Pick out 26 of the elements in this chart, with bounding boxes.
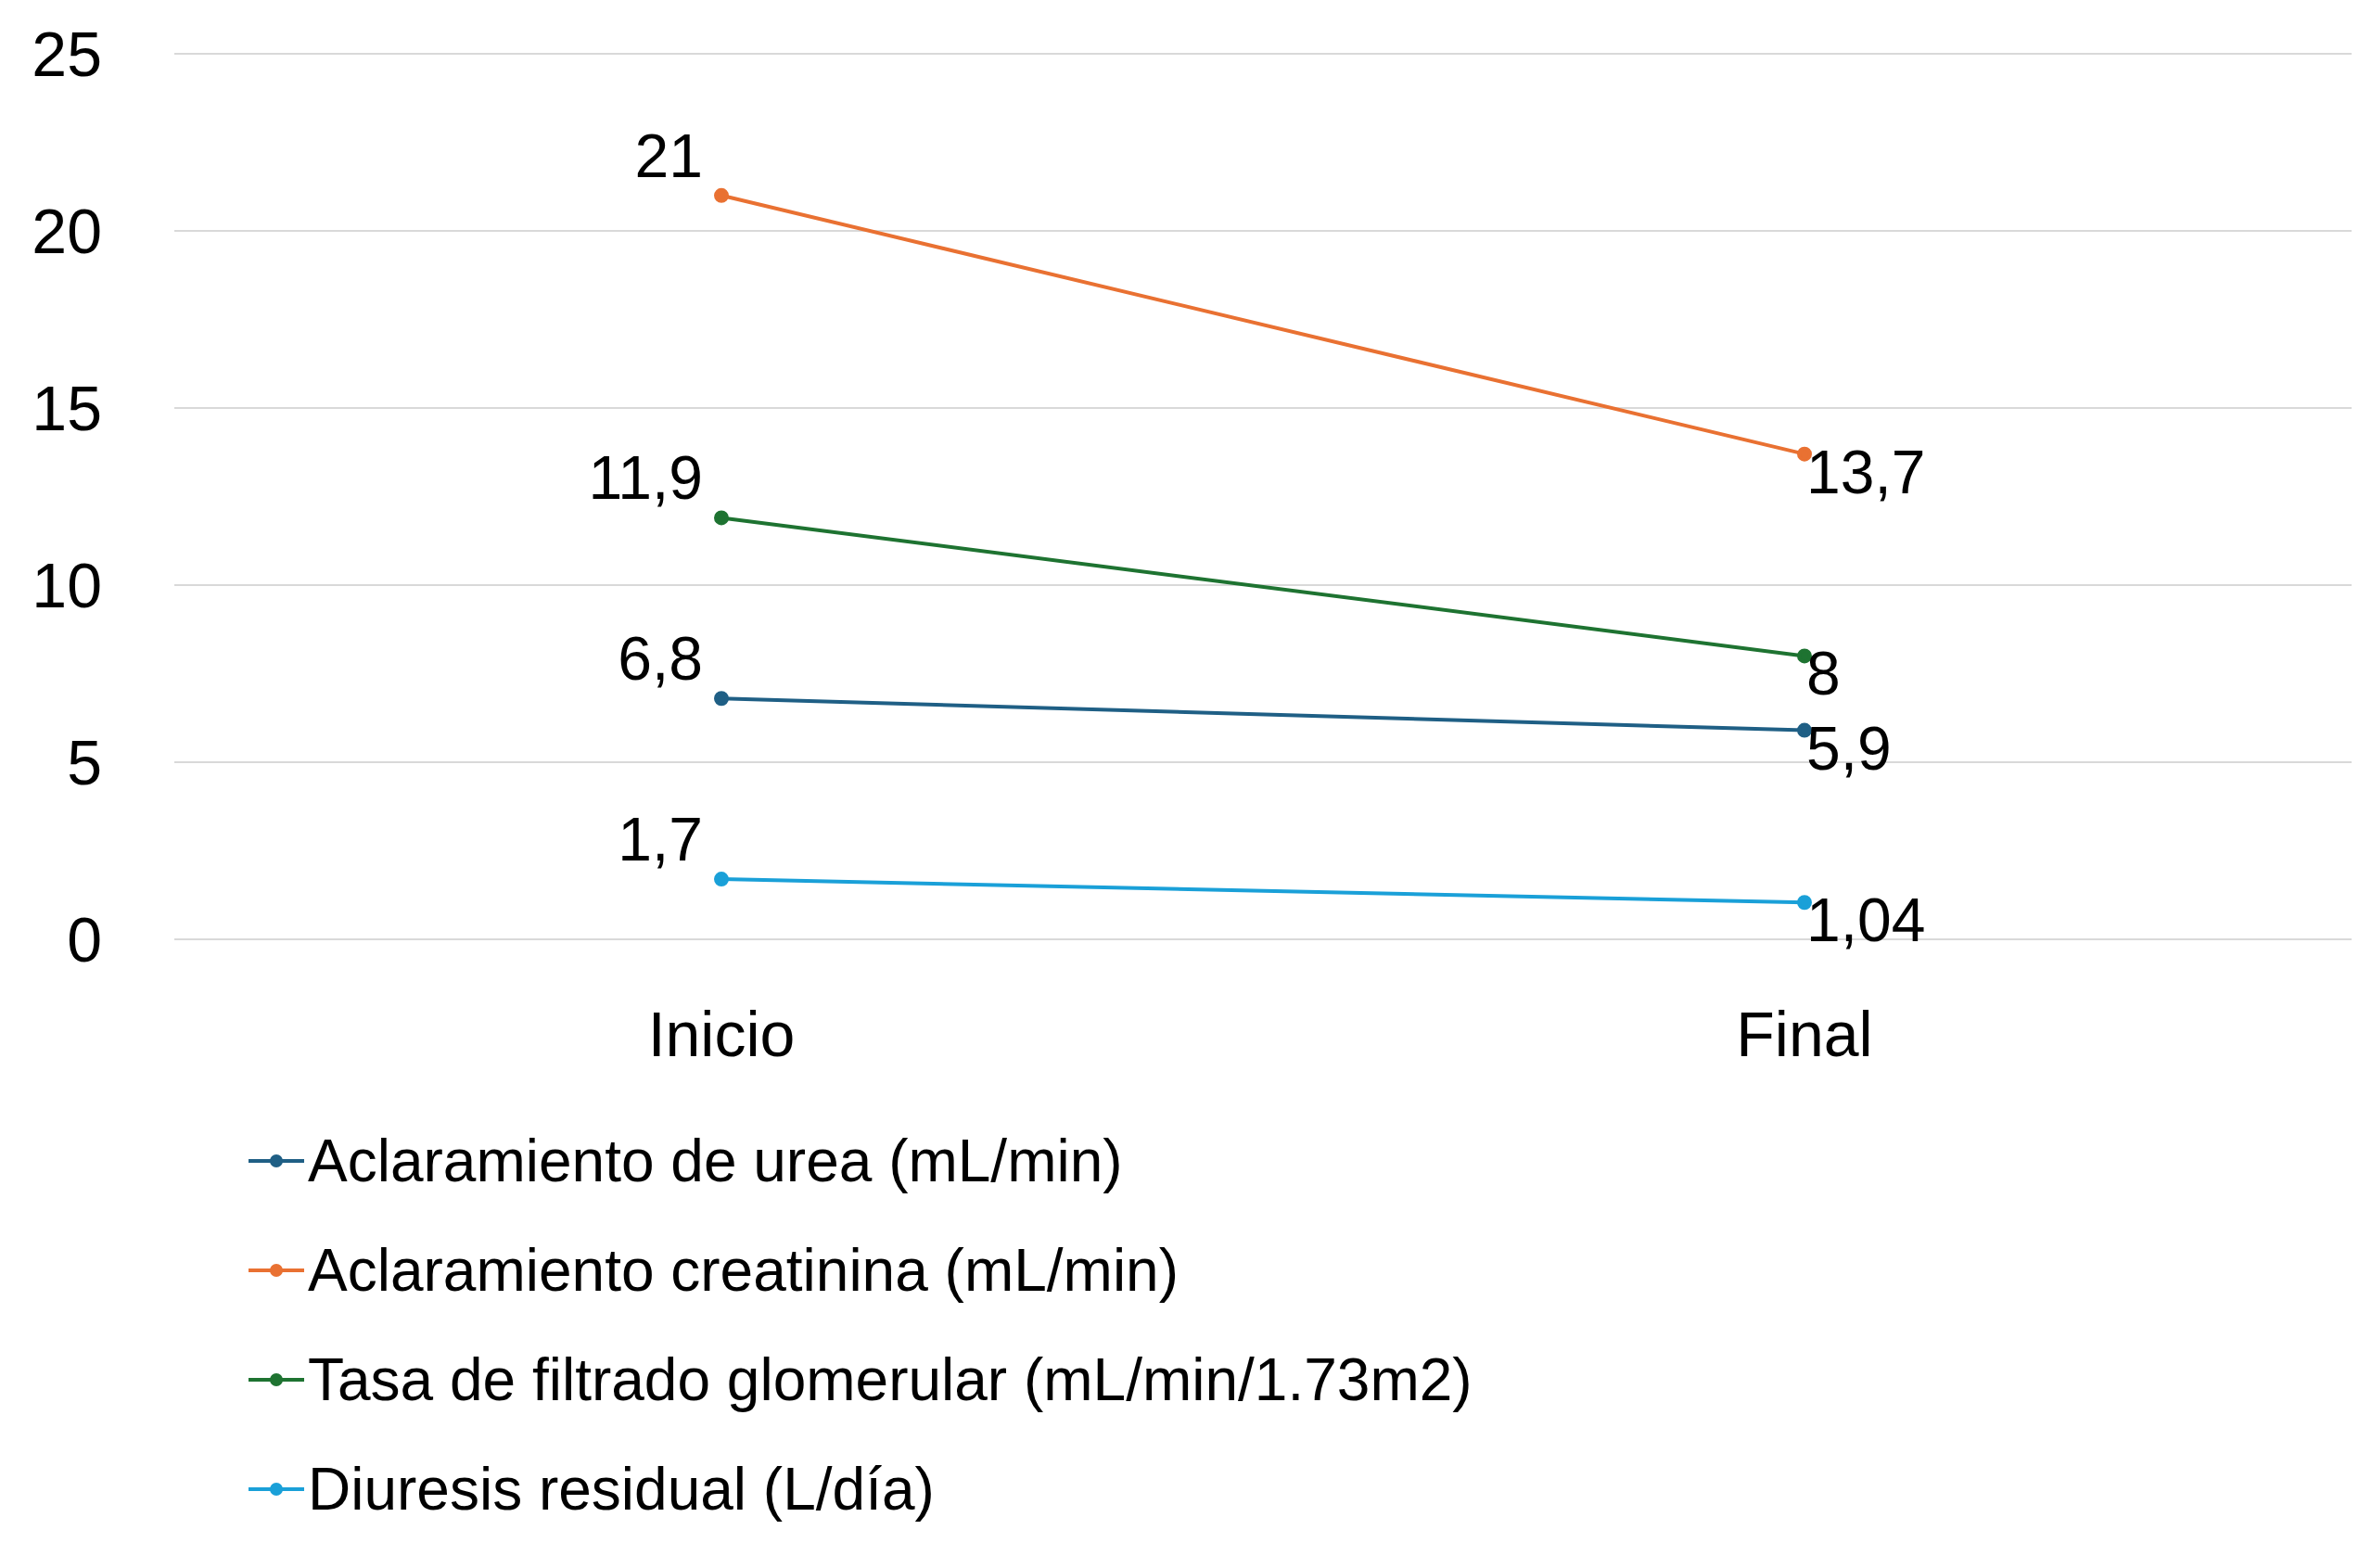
y-tick-label: 5 (67, 727, 102, 798)
legend-label: Tasa de filtrado glomerular (mL/min/1.73m2) (308, 1345, 1473, 1414)
point (1797, 895, 1812, 911)
point (714, 691, 729, 707)
data-label: 13,7 (1806, 437, 1926, 506)
data-label: 1,7 (618, 805, 703, 874)
point (714, 872, 729, 887)
data-label: 1,04 (1806, 886, 1926, 955)
point (714, 510, 729, 526)
y-tick-label: 0 (67, 904, 102, 975)
point (714, 187, 729, 203)
legend-label: Aclaramiento de urea (mL/min) (308, 1127, 1123, 1195)
y-tick-label: 20 (32, 196, 102, 267)
legend-label: Diuresis residual (L/día) (308, 1455, 935, 1523)
x-tick-label: Inicio (647, 999, 796, 1070)
data-label: 6,8 (618, 624, 703, 694)
y-tick-label: 15 (32, 373, 102, 444)
data-label: 5,9 (1806, 713, 1892, 783)
legend-label: Aclaramiento creatinina (mL/min) (308, 1236, 1179, 1305)
x-tick-label: Final (1736, 999, 1873, 1070)
data-label: 21 (634, 121, 703, 190)
data-label: 11,9 (588, 443, 703, 513)
y-tick-label: 10 (32, 550, 102, 621)
y-tick-label: 25 (32, 19, 102, 90)
data-label: 8 (1806, 639, 1841, 708)
point (1797, 446, 1812, 462)
